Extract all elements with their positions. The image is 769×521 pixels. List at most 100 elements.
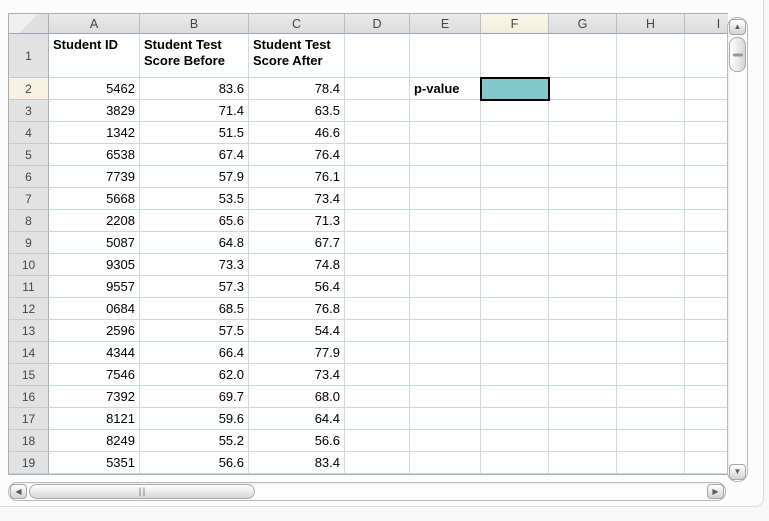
cell-D7[interactable] bbox=[345, 188, 410, 210]
cell-A1[interactable]: Student ID bbox=[49, 34, 140, 78]
cell-A2[interactable]: 5462 bbox=[49, 78, 140, 100]
cell-H1[interactable] bbox=[617, 34, 685, 78]
cell-F6[interactable] bbox=[481, 166, 549, 188]
cell-I17[interactable] bbox=[685, 408, 728, 430]
cell-D1[interactable] bbox=[345, 34, 410, 78]
cell-G12[interactable] bbox=[549, 298, 617, 320]
cell-I3[interactable] bbox=[685, 100, 728, 122]
cell-D17[interactable] bbox=[345, 408, 410, 430]
cell-I15[interactable] bbox=[685, 364, 728, 386]
cell-D12[interactable] bbox=[345, 298, 410, 320]
cell-G4[interactable] bbox=[549, 122, 617, 144]
horizontal-scrollbar[interactable]: ◀ ▶ bbox=[8, 482, 726, 501]
cell-B7[interactable]: 53.5 bbox=[140, 188, 249, 210]
cell-B8[interactable]: 65.6 bbox=[140, 210, 249, 232]
cell-I12[interactable] bbox=[685, 298, 728, 320]
cell-F12[interactable] bbox=[481, 298, 549, 320]
cell-G19[interactable] bbox=[549, 452, 617, 474]
cell-H14[interactable] bbox=[617, 342, 685, 364]
cell-G9[interactable] bbox=[549, 232, 617, 254]
cell-D16[interactable] bbox=[345, 386, 410, 408]
cell-D9[interactable] bbox=[345, 232, 410, 254]
cell-E16[interactable] bbox=[410, 386, 481, 408]
column-header-E[interactable]: E bbox=[410, 14, 481, 34]
cell-E15[interactable] bbox=[410, 364, 481, 386]
row-header-2[interactable]: 2 bbox=[9, 78, 49, 100]
cell-C14[interactable]: 77.9 bbox=[249, 342, 345, 364]
column-header-I[interactable]: I bbox=[685, 14, 728, 34]
cell-B11[interactable]: 57.3 bbox=[140, 276, 249, 298]
cell-E13[interactable] bbox=[410, 320, 481, 342]
cell-G1[interactable] bbox=[549, 34, 617, 78]
cell-A11[interactable]: 9557 bbox=[49, 276, 140, 298]
cell-F13[interactable] bbox=[481, 320, 549, 342]
cell-B1[interactable]: Student Test Score Before bbox=[140, 34, 249, 78]
select-all-corner[interactable] bbox=[9, 14, 49, 34]
cell-E2[interactable]: p-value bbox=[410, 78, 481, 100]
cell-I14[interactable] bbox=[685, 342, 728, 364]
cell-G18[interactable] bbox=[549, 430, 617, 452]
scroll-down-button[interactable]: ▼ bbox=[729, 464, 746, 480]
cell-C12[interactable]: 76.8 bbox=[249, 298, 345, 320]
row-header-8[interactable]: 8 bbox=[9, 210, 49, 232]
cell-B16[interactable]: 69.7 bbox=[140, 386, 249, 408]
cell-A6[interactable]: 7739 bbox=[49, 166, 140, 188]
cell-C3[interactable]: 63.5 bbox=[249, 100, 345, 122]
cell-A9[interactable]: 5087 bbox=[49, 232, 140, 254]
cell-F15[interactable] bbox=[481, 364, 549, 386]
cell-B12[interactable]: 68.5 bbox=[140, 298, 249, 320]
cell-F16[interactable] bbox=[481, 386, 549, 408]
cell-E4[interactable] bbox=[410, 122, 481, 144]
cell-D4[interactable] bbox=[345, 122, 410, 144]
cell-B5[interactable]: 67.4 bbox=[140, 144, 249, 166]
cell-C9[interactable]: 67.7 bbox=[249, 232, 345, 254]
cell-A3[interactable]: 3829 bbox=[49, 100, 140, 122]
cell-I16[interactable] bbox=[685, 386, 728, 408]
cell-I19[interactable] bbox=[685, 452, 728, 474]
row-header-6[interactable]: 6 bbox=[9, 166, 49, 188]
cell-F3[interactable] bbox=[481, 100, 549, 122]
row-header-13[interactable]: 13 bbox=[9, 320, 49, 342]
cell-H4[interactable] bbox=[617, 122, 685, 144]
cell-F19[interactable] bbox=[481, 452, 549, 474]
row-header-15[interactable]: 15 bbox=[9, 364, 49, 386]
cell-H15[interactable] bbox=[617, 364, 685, 386]
row-header-5[interactable]: 5 bbox=[9, 144, 49, 166]
cell-E5[interactable] bbox=[410, 144, 481, 166]
row-header-16[interactable]: 16 bbox=[9, 386, 49, 408]
cell-H7[interactable] bbox=[617, 188, 685, 210]
cell-B10[interactable]: 73.3 bbox=[140, 254, 249, 276]
cell-B3[interactable]: 71.4 bbox=[140, 100, 249, 122]
cell-E3[interactable] bbox=[410, 100, 481, 122]
cell-D13[interactable] bbox=[345, 320, 410, 342]
horizontal-scrollbar-thumb[interactable] bbox=[29, 484, 255, 499]
cell-C19[interactable]: 83.4 bbox=[249, 452, 345, 474]
cell-E12[interactable] bbox=[410, 298, 481, 320]
cell-G10[interactable] bbox=[549, 254, 617, 276]
cell-I8[interactable] bbox=[685, 210, 728, 232]
cell-I4[interactable] bbox=[685, 122, 728, 144]
cell-D10[interactable] bbox=[345, 254, 410, 276]
row-header-9[interactable]: 9 bbox=[9, 232, 49, 254]
cell-B14[interactable]: 66.4 bbox=[140, 342, 249, 364]
cell-F9[interactable] bbox=[481, 232, 549, 254]
cell-C2[interactable]: 78.4 bbox=[249, 78, 345, 100]
cell-H12[interactable] bbox=[617, 298, 685, 320]
cell-G13[interactable] bbox=[549, 320, 617, 342]
cell-E10[interactable] bbox=[410, 254, 481, 276]
cell-H18[interactable] bbox=[617, 430, 685, 452]
cell-G17[interactable] bbox=[549, 408, 617, 430]
cell-B4[interactable]: 51.5 bbox=[140, 122, 249, 144]
cell-A14[interactable]: 4344 bbox=[49, 342, 140, 364]
cell-G5[interactable] bbox=[549, 144, 617, 166]
cell-H11[interactable] bbox=[617, 276, 685, 298]
cell-C6[interactable]: 76.1 bbox=[249, 166, 345, 188]
scroll-left-button[interactable]: ◀ bbox=[10, 484, 27, 499]
column-header-A[interactable]: A bbox=[49, 14, 140, 34]
cell-B18[interactable]: 55.2 bbox=[140, 430, 249, 452]
cell-F2[interactable] bbox=[480, 77, 550, 101]
row-header-18[interactable]: 18 bbox=[9, 430, 49, 452]
cell-B17[interactable]: 59.6 bbox=[140, 408, 249, 430]
cell-B15[interactable]: 62.0 bbox=[140, 364, 249, 386]
cell-A10[interactable]: 9305 bbox=[49, 254, 140, 276]
